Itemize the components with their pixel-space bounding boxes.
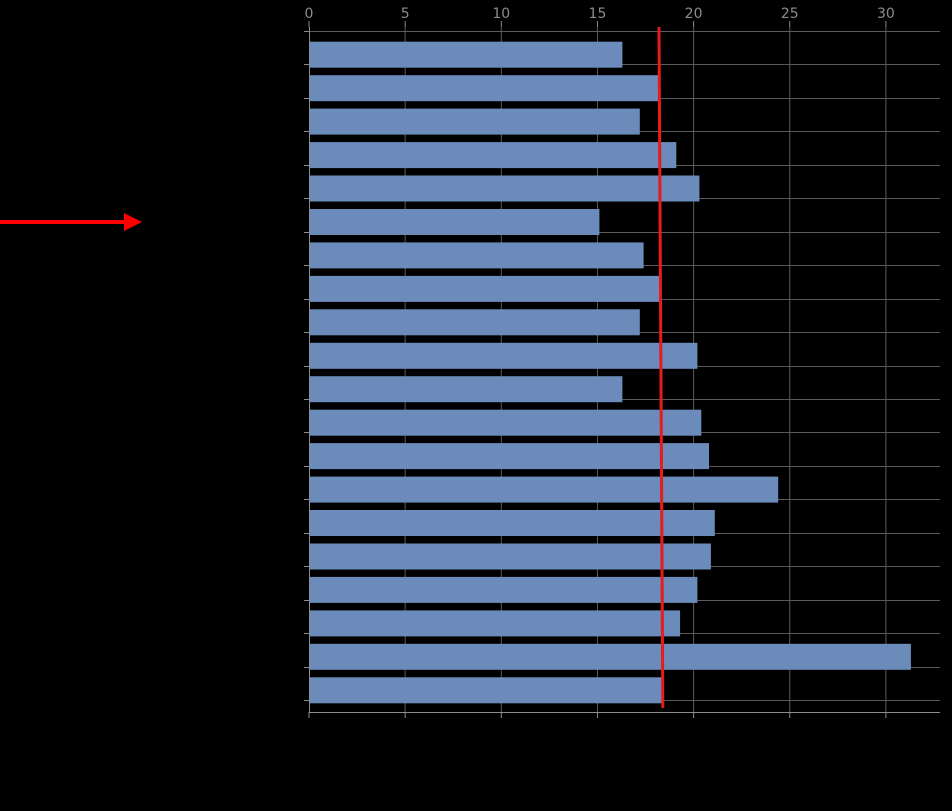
bar-16 bbox=[309, 543, 711, 570]
reference-line-layer bbox=[657, 26, 665, 709]
bar-5 bbox=[309, 175, 700, 202]
bar-6 bbox=[309, 209, 600, 235]
bar-4 bbox=[309, 142, 677, 169]
bar-18 bbox=[309, 610, 681, 637]
bar-2 bbox=[309, 75, 659, 102]
bar-11 bbox=[309, 376, 623, 403]
highlight-arrow-head bbox=[124, 212, 142, 231]
bar-1 bbox=[309, 41, 623, 68]
x-tick-label: 25 bbox=[781, 6, 799, 22]
x-tick-label: 10 bbox=[492, 6, 510, 22]
bars-layer bbox=[309, 41, 911, 704]
bar-14 bbox=[309, 476, 779, 503]
bar-8 bbox=[309, 275, 661, 302]
x-tick-label: 0 bbox=[305, 6, 314, 22]
x-tick-label: 5 bbox=[401, 6, 410, 22]
bar-20 bbox=[309, 677, 663, 704]
bar-12 bbox=[309, 409, 702, 436]
reference-line bbox=[657, 26, 665, 709]
bar-15 bbox=[309, 510, 715, 536]
bar-9 bbox=[309, 309, 640, 336]
highlight-arrow-layer bbox=[0, 212, 142, 231]
axis-layer: 0 5 10 15 20 25 30 bbox=[304, 6, 940, 718]
bar-13 bbox=[309, 443, 709, 470]
bar-19 bbox=[309, 643, 911, 670]
x-tick-label: 15 bbox=[589, 6, 607, 22]
bar-17 bbox=[309, 576, 698, 603]
bar-7 bbox=[309, 242, 644, 269]
x-tick-label: 30 bbox=[877, 6, 895, 22]
bar-3 bbox=[309, 108, 640, 135]
x-tick-label: 20 bbox=[685, 6, 703, 22]
bar-10 bbox=[309, 342, 698, 369]
